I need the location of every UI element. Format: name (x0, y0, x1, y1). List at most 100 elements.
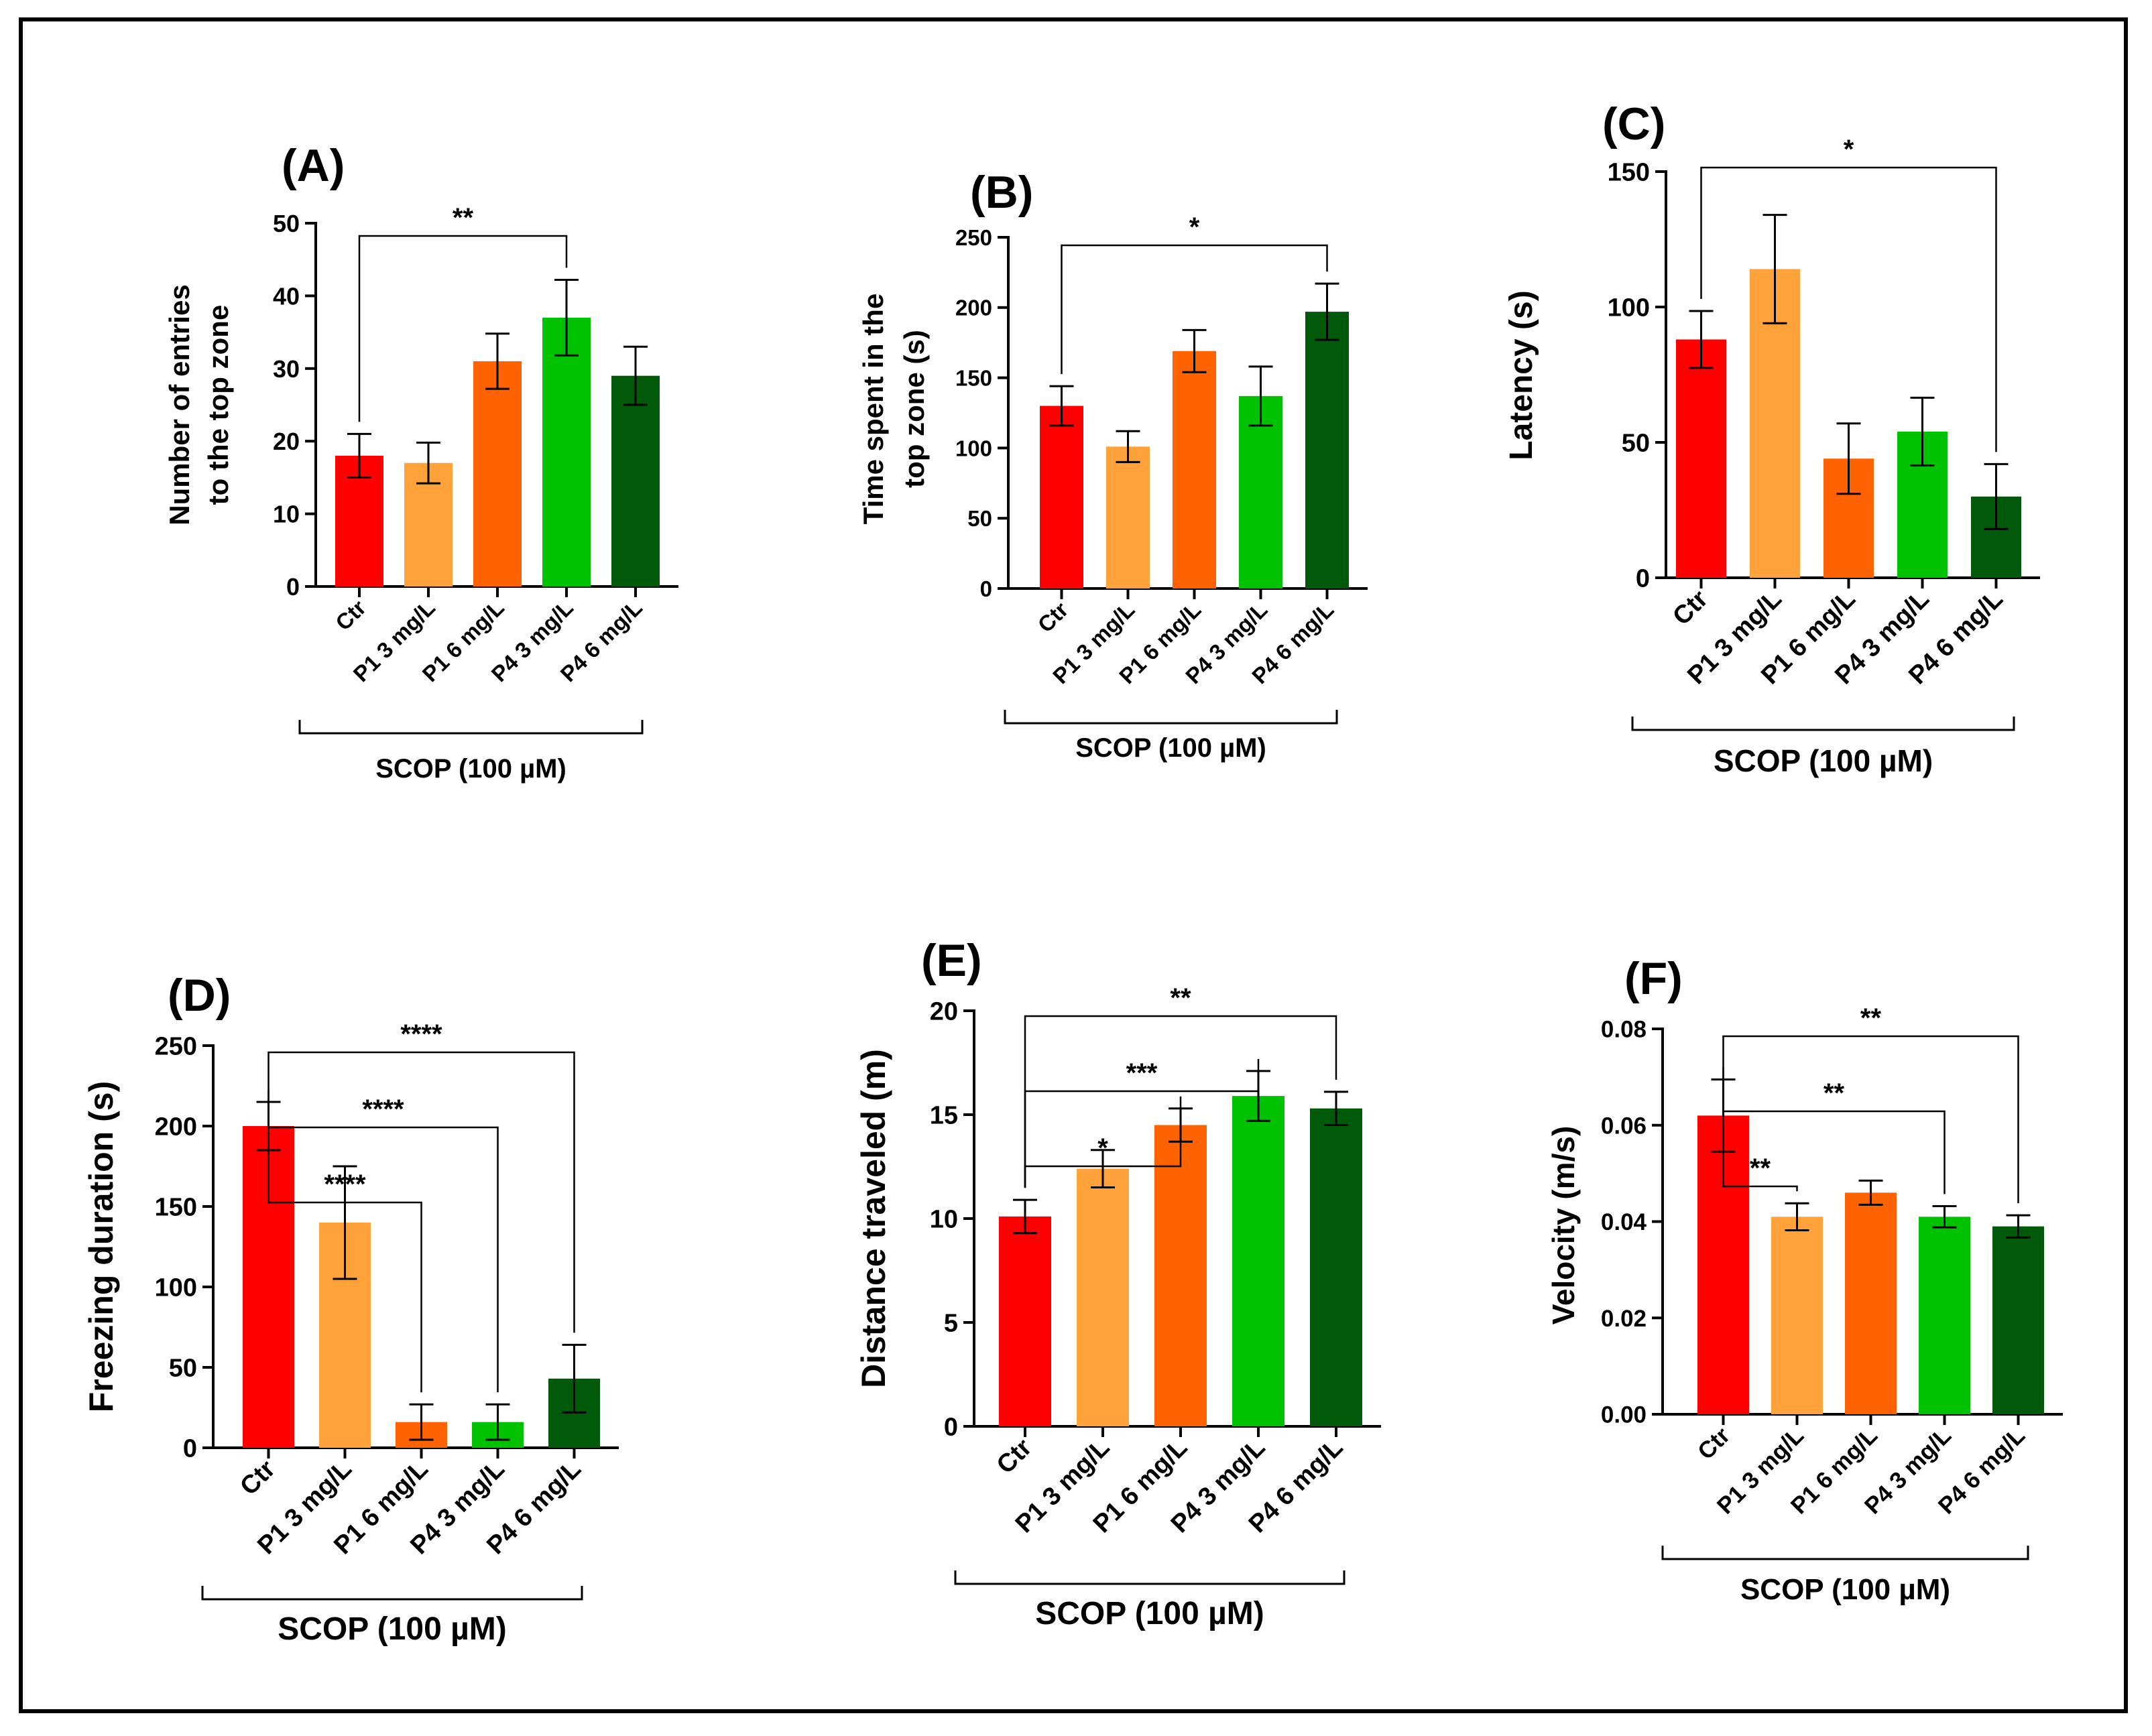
chart-panel-f: (F) Velocity (m/s) 0.00 0.02 0.04 0.06 0.08 Ctr… (1546, 953, 2063, 1606)
y-axis-label: Distance traveled (m) (855, 1049, 892, 1388)
group-label: SCOP (100 µM) (1740, 1573, 1950, 1606)
group-bracket (1004, 710, 1338, 725)
y-tick-label: 20 (930, 998, 958, 1026)
y-tick-label: 0 (183, 1435, 197, 1463)
significance-label: **** (362, 1095, 404, 1124)
group-bracket (298, 720, 644, 735)
chart-panel-d: (D) Freezing duration (s) 0 50 100 150 200 250 C… (82, 970, 619, 1647)
significance-label: **** (400, 1019, 442, 1049)
significance-bracket (358, 235, 568, 422)
bar (1845, 1192, 1897, 1414)
significance-label: ** (453, 203, 474, 233)
bar (999, 1216, 1051, 1426)
figure-frame (19, 17, 2128, 1713)
y-tick-label: 50 (273, 210, 300, 237)
y-tick-label: 0 (286, 573, 300, 601)
bar (1173, 351, 1216, 588)
x-tick-label: Ctr (1033, 597, 1073, 637)
y-tick-label: 0.08 (1601, 1017, 1647, 1043)
y-axis-label-line-2: to the top zone (202, 305, 234, 505)
significance-label: ** (1824, 1078, 1845, 1108)
y-tick-label: 15 (930, 1102, 958, 1130)
bar (1106, 446, 1150, 588)
significance-bracket (1722, 1035, 2019, 1204)
bar (1771, 1217, 1823, 1414)
y-tick-label: 150 (955, 365, 992, 390)
bar (1077, 1168, 1129, 1426)
y-tick-label: 150 (155, 1194, 197, 1222)
y-axis-label: Freezing duration (s) (82, 1081, 120, 1412)
significance-label: *** (1126, 1058, 1158, 1088)
chart-panel-b: (B) Time spent in the top zone (s) 0 50 100 15… (857, 167, 1368, 763)
y-tick-label: 10 (930, 1206, 958, 1234)
group-label: SCOP (100 µM) (1075, 733, 1266, 763)
significance-label: * (1844, 135, 1854, 164)
x-tick-label: Ctr (235, 1455, 281, 1501)
y-tick-label: 50 (1622, 430, 1650, 458)
group-bracket (954, 1570, 1346, 1585)
group-bracket (1661, 1546, 2029, 1560)
significance-label: * (1189, 212, 1200, 242)
significance-bracket (1722, 1067, 1798, 1192)
y-tick-label: 0 (1636, 565, 1650, 593)
significance-bracket (1722, 1067, 1946, 1194)
significance-bracket (1700, 166, 1997, 452)
y-tick-label: 0.00 (1601, 1402, 1647, 1428)
group-bracket (1631, 717, 2015, 731)
significance-label: * (1097, 1133, 1108, 1163)
bar (1239, 395, 1282, 588)
panel-label: (A) (282, 140, 345, 191)
bar (1305, 312, 1349, 588)
panel-label: (B) (970, 167, 1033, 218)
x-tick-label: Ctr (331, 595, 371, 635)
y-axis-label-line-2: top zone (s) (898, 330, 930, 488)
y-tick-label: 40 (273, 282, 300, 310)
significance-label: ** (1750, 1154, 1771, 1183)
y-tick-label: 30 (273, 355, 300, 383)
bar (1310, 1108, 1362, 1426)
panel-label: (F) (1624, 953, 1683, 1004)
chart-panel-a: (A) Number of entries to the top zone 0 10 20… (164, 140, 678, 784)
x-tick-label: Ctr (1667, 585, 1714, 631)
significance-bracket (267, 1090, 499, 1393)
y-tick-label: 250 (155, 1033, 197, 1061)
significance-bracket (267, 1051, 575, 1333)
bar (542, 317, 591, 586)
y-tick-label: 50 (169, 1355, 197, 1383)
bar (1992, 1226, 2044, 1414)
bar (611, 375, 660, 586)
y-axis-label: Velocity (m/s) (1546, 1126, 1581, 1325)
x-tick-label: Ctr (992, 1434, 1038, 1480)
significance-label: ** (1860, 1003, 1882, 1033)
bar (473, 361, 522, 586)
y-tick-label: 10 (273, 501, 300, 528)
group-label: SCOP (100 µM) (375, 754, 566, 784)
significance-bracket (267, 1090, 422, 1393)
bar (1919, 1217, 1970, 1414)
bar (1154, 1125, 1207, 1426)
group-label: SCOP (100 µM) (278, 1611, 507, 1647)
y-tick-label: 0.04 (1601, 1209, 1647, 1235)
y-axis-label: Latency (s) (1504, 290, 1539, 460)
bar (1676, 339, 1726, 578)
significance-bracket (1024, 1015, 1337, 1188)
y-tick-label: 200 (155, 1113, 197, 1141)
y-tick-label: 100 (955, 436, 992, 460)
x-tick-label: Ctr (1693, 1422, 1736, 1465)
y-axis-label: Number of entries (164, 284, 195, 525)
y-tick-label: 100 (155, 1274, 197, 1302)
y-tick-label: 200 (955, 296, 992, 320)
significance-label: **** (324, 1170, 366, 1199)
y-tick-label: 150 (1608, 159, 1650, 187)
y-tick-label: 5 (944, 1310, 958, 1338)
bar (1232, 1096, 1284, 1426)
panel-label: (E) (921, 935, 982, 986)
y-tick-label: 50 (967, 506, 992, 531)
panel-label: (D) (168, 970, 231, 1021)
panel-label: (C) (1602, 99, 1665, 149)
y-tick-label: 100 (1608, 294, 1650, 322)
group-label: SCOP (100 µM) (1714, 743, 1933, 778)
